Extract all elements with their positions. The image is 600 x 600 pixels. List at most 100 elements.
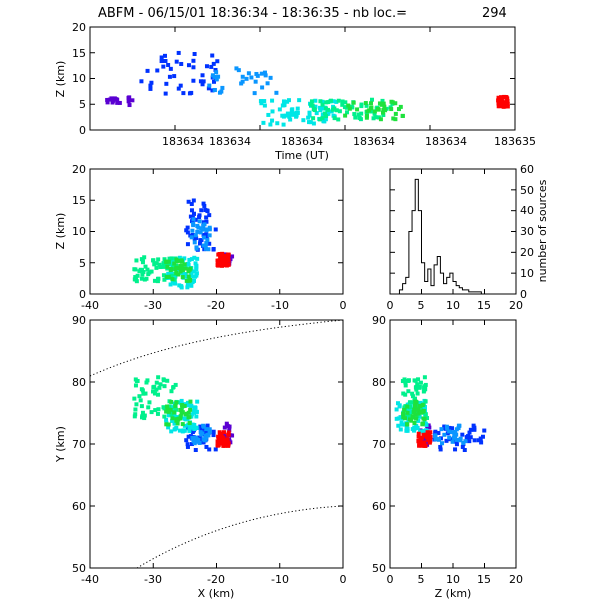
source-point [163, 58, 168, 63]
source-point [406, 378, 411, 383]
time-axis-label: Time (UT) [274, 149, 329, 162]
source-point [169, 273, 174, 278]
source-point [216, 434, 221, 439]
source-point [440, 441, 445, 446]
source-point [174, 263, 179, 268]
source-point [204, 427, 209, 432]
time-height-points [105, 50, 510, 127]
source-point [447, 435, 452, 440]
source-point [204, 232, 209, 237]
source-point [412, 428, 417, 433]
source-point [321, 105, 326, 110]
source-point [173, 415, 178, 420]
source-point [201, 243, 206, 248]
time-tick-label: 183634 [162, 135, 204, 148]
source-point [226, 252, 231, 257]
hist-x-tick-label: 10 [446, 299, 460, 312]
time-tick-label: 183635 [494, 135, 536, 148]
source-point [221, 443, 226, 448]
y-tick-label: 70 [372, 438, 386, 451]
source-point [416, 418, 421, 423]
source-point [180, 402, 185, 407]
source-point [188, 214, 193, 219]
source-point [467, 439, 472, 444]
source-point [266, 112, 271, 117]
source-point [191, 58, 196, 63]
source-point [502, 104, 507, 109]
z-tick-label: 20 [72, 21, 86, 34]
source-point [402, 407, 407, 412]
source-point [422, 385, 427, 390]
source-point [211, 246, 216, 251]
source-point [166, 422, 171, 427]
source-point [263, 73, 268, 78]
source-point [162, 257, 167, 262]
source-point [204, 240, 209, 245]
source-point [189, 90, 194, 95]
source-point [322, 111, 327, 116]
source-point [198, 79, 203, 84]
source-point [314, 111, 319, 116]
source-point [334, 99, 339, 104]
source-point [433, 433, 438, 438]
source-point [428, 438, 433, 443]
source-point [162, 414, 167, 419]
source-point [112, 96, 117, 101]
source-point [317, 117, 322, 122]
source-point [204, 227, 209, 232]
source-point [222, 425, 227, 430]
source-point [115, 100, 120, 105]
source-point [260, 85, 265, 90]
source-point [107, 97, 112, 102]
z-tick-label: 10 [72, 72, 86, 85]
source-point [171, 385, 176, 390]
source-point [140, 410, 145, 415]
source-point [133, 267, 138, 272]
source-point [224, 263, 229, 268]
source-point [287, 114, 292, 119]
z-y-points [394, 375, 487, 453]
source-point [207, 83, 212, 88]
source-point [415, 391, 420, 396]
source-point [190, 422, 195, 427]
source-point [140, 260, 145, 265]
source-point [401, 415, 406, 420]
hist-x-tick-label: 15 [477, 299, 491, 312]
source-point [420, 409, 425, 414]
time-tick-label: 183634 [281, 135, 323, 148]
source-point [132, 396, 137, 401]
source-point [199, 426, 204, 431]
source-point [226, 443, 231, 448]
x-tick-label: -40 [81, 299, 99, 312]
source-point [407, 413, 412, 418]
source-point [206, 86, 211, 91]
y-axis-label: Y (km) [54, 426, 67, 463]
source-point [326, 100, 331, 105]
source-point [180, 275, 185, 280]
source-point [190, 430, 195, 435]
source-point [405, 404, 410, 409]
source-point [323, 106, 328, 111]
source-point [295, 110, 300, 115]
z-tick-label: 0 [79, 124, 86, 137]
hist-y-axis-label: number of sources [536, 179, 549, 282]
source-point [439, 427, 444, 432]
source-point [163, 91, 168, 96]
source-point [255, 73, 260, 78]
source-point [417, 443, 422, 448]
source-point [353, 115, 358, 120]
range-ring-lower [136, 505, 344, 569]
source-point [165, 264, 170, 269]
source-point [197, 213, 202, 218]
y-tick-label: 50 [72, 562, 86, 575]
source-point [169, 389, 174, 394]
source-point [468, 427, 473, 432]
source-point [402, 405, 407, 410]
source-point [503, 95, 508, 100]
z-tick-label: 10 [446, 573, 460, 586]
source-point [240, 74, 245, 79]
source-point [199, 238, 204, 243]
source-point [197, 219, 202, 224]
source-point [151, 389, 156, 394]
plan-view-points [132, 375, 235, 453]
